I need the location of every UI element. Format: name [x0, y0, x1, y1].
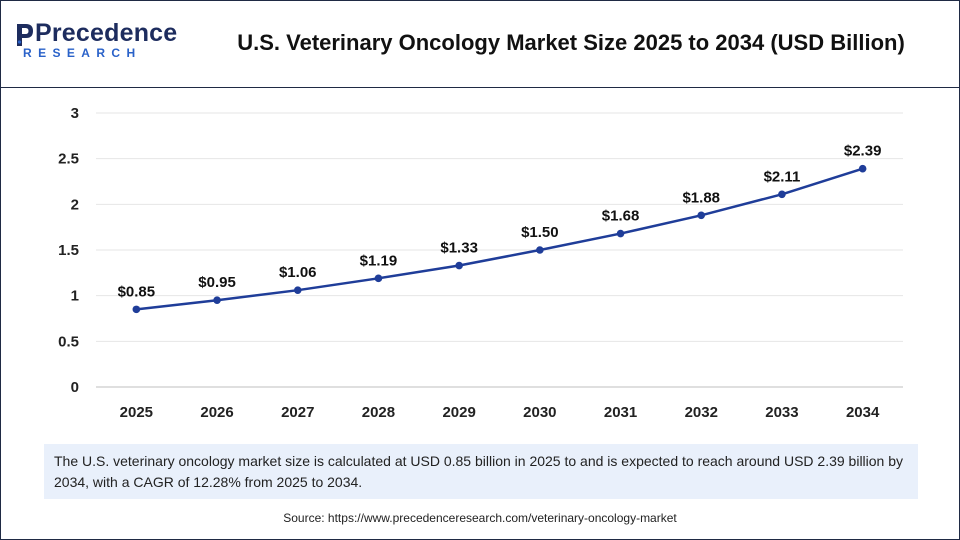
logo-sub-text: RESEARCH	[23, 46, 142, 60]
y-tick-label-1: 0.5	[58, 333, 79, 350]
data-point-2028	[374, 274, 383, 283]
x-tick-label-2031: 2031	[604, 404, 637, 421]
data-point-2027	[293, 286, 302, 294]
data-point-2030	[536, 246, 544, 254]
precedence-research-logo: Precedence RESEARCH	[15, 19, 177, 67]
line-chart: 0 0.5 1 1.5 2 2.5 3 2025 2026 2027 2028 2029 2030 203…	[58, 105, 903, 421]
chart-title: U.S. Veterinary Oncology Market Size 202…	[237, 30, 905, 55]
data-label-2026: $0.95	[198, 274, 236, 291]
logo-p-icon	[17, 24, 33, 46]
x-tick-label-2028: 2028	[362, 404, 395, 421]
x-tick-label-2032: 2032	[685, 404, 718, 421]
data-label-2030: $1.50	[521, 224, 559, 241]
data-label-2032: $1.88	[682, 189, 720, 206]
series-line-0	[136, 167, 864, 311]
y-tick-label-3: 1.5	[58, 242, 79, 259]
header: Precedence RESEARCH U.S. Veterinary Onco…	[1, 1, 959, 87]
y-tick-label-0: 0	[71, 379, 79, 396]
axes: 0 0.5 1 1.5 2 2.5 3 2025 2026 2027 2028 2029 2030 203…	[58, 105, 903, 421]
x-tick-label-2025: 2025	[120, 404, 153, 421]
x-tick-label-2026: 2026	[200, 404, 233, 421]
gridlines	[96, 112, 903, 342]
y-tick-label-6: 3	[71, 105, 79, 122]
data-points	[132, 164, 867, 314]
data-label-2028: $1.19	[360, 252, 398, 269]
data-label-2027: $1.06	[279, 264, 317, 281]
logo-main-text: Precedence	[35, 19, 178, 47]
data-point-2032	[697, 211, 706, 220]
data-point-2031	[616, 229, 625, 238]
y-tick-label-5: 2.5	[58, 151, 79, 168]
y-tick-label-2: 1	[71, 288, 79, 305]
x-tick-label-2033: 2033	[765, 404, 798, 421]
data-point-2033	[778, 190, 786, 199]
source-text: Source: https://www.precedenceresearch.c…	[283, 511, 677, 525]
y-tick-label-4: 2	[71, 196, 79, 213]
x-tick-label-2034: 2034	[846, 404, 880, 421]
x-tick-label-2030: 2030	[523, 404, 556, 421]
summary-note-text: The U.S. veterinary oncology market size…	[54, 453, 904, 490]
data-point-2026	[213, 296, 221, 305]
data-label-2029: $1.33	[440, 240, 478, 257]
data-label-2033: $2.11	[764, 168, 801, 185]
summary-note: The U.S. veterinary oncology market size…	[44, 444, 918, 499]
data-label-2034: $2.39	[844, 143, 882, 160]
data-point-2029	[455, 261, 463, 270]
data-point-2034	[858, 164, 867, 173]
x-tick-label-2029: 2029	[442, 404, 475, 421]
data-label-2031: $1.68	[602, 208, 640, 225]
x-tick-label-2027: 2027	[281, 404, 314, 421]
data-label-2025: $0.85	[118, 283, 156, 300]
header-divider	[1, 87, 959, 88]
data-labels: $0.85 $0.95 $1.06 $1.19 $1.33 $1.50 $1.68 $1.88…	[118, 143, 882, 301]
series-line-layer	[136, 167, 864, 311]
data-point-2025	[132, 305, 141, 314]
